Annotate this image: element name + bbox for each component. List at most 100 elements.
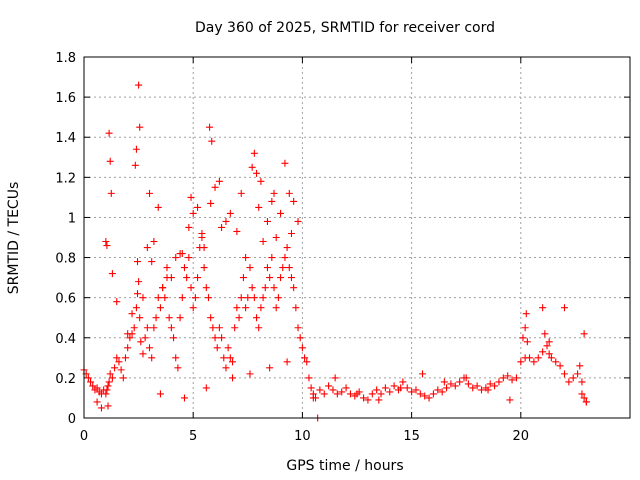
data-point (141, 334, 149, 342)
data-point (443, 384, 451, 392)
data-point (266, 274, 274, 282)
data-point (204, 294, 212, 302)
data-point (303, 358, 311, 366)
data-point (301, 354, 309, 362)
data-point (226, 209, 234, 217)
data-point (270, 284, 278, 292)
data-point (202, 284, 210, 292)
data-point (285, 264, 293, 272)
data-point (253, 314, 261, 322)
data-point (539, 348, 547, 356)
data-point (135, 278, 143, 286)
data-point (272, 304, 280, 312)
data-point (268, 254, 276, 262)
plot-frame (83, 56, 631, 419)
data-point (161, 294, 169, 302)
data-point (290, 284, 298, 292)
data-point (491, 382, 499, 390)
data-point (298, 344, 306, 352)
data-point (180, 264, 188, 272)
data-point (250, 149, 258, 157)
data-point (174, 364, 182, 372)
data-point (126, 334, 134, 342)
y-tick-label: 0 (68, 412, 76, 427)
data-point (399, 378, 407, 386)
data-point (576, 362, 584, 370)
data-point (259, 294, 267, 302)
data-point (421, 392, 429, 400)
data-point (386, 388, 394, 396)
data-point (167, 324, 175, 332)
data-point (156, 390, 164, 398)
data-point (211, 334, 219, 342)
data-point (346, 390, 354, 398)
data-point (440, 378, 448, 386)
data-point (377, 390, 385, 398)
data-point (102, 390, 110, 398)
data-point (508, 376, 516, 384)
data-point (185, 223, 193, 231)
data-point (134, 290, 142, 298)
data-point (277, 209, 285, 217)
data-point (248, 284, 256, 292)
data-point (545, 338, 553, 346)
data-point (294, 324, 302, 332)
data-point (464, 380, 472, 388)
data-point (277, 274, 285, 282)
data-point (287, 229, 295, 237)
data-point (185, 254, 193, 262)
data-point (237, 189, 245, 197)
data-point (261, 284, 269, 292)
data-point (111, 364, 119, 372)
data-point (102, 238, 110, 246)
data-point (521, 324, 529, 332)
data-point (136, 314, 144, 322)
data-point (148, 354, 156, 362)
data-point (218, 223, 226, 231)
data-point (180, 394, 188, 402)
data-point (209, 324, 217, 332)
data-point (104, 382, 112, 390)
data-point (244, 294, 252, 302)
data-point (143, 324, 151, 332)
data-point (135, 81, 143, 89)
data-point (331, 374, 339, 382)
data-point (103, 242, 111, 250)
x-tick-label: 5 (189, 429, 197, 444)
data-point (84, 374, 92, 382)
data-point (97, 404, 105, 412)
data-point (368, 390, 376, 398)
data-point (360, 394, 368, 402)
data-point (268, 197, 276, 205)
data-point (224, 344, 232, 352)
data-point (93, 398, 101, 406)
data-point (556, 362, 564, 370)
data-point (148, 258, 156, 266)
data-point (565, 378, 573, 386)
data-point (146, 344, 154, 352)
data-point (255, 324, 263, 332)
data-point (198, 229, 206, 237)
data-point (250, 294, 258, 302)
data-point (187, 193, 195, 201)
data-point (484, 386, 492, 394)
y-tick-label: 0.6 (55, 292, 76, 307)
data-point (438, 388, 446, 396)
data-point (106, 370, 114, 378)
data-point (130, 324, 138, 332)
data-point (202, 384, 210, 392)
data-point (156, 304, 164, 312)
data-point (578, 378, 586, 386)
data-point (163, 264, 171, 272)
data-point (521, 354, 529, 362)
data-point (139, 350, 147, 358)
data-point (425, 394, 433, 402)
data-point (266, 364, 274, 372)
data-point (218, 334, 226, 342)
data-point (253, 169, 261, 177)
data-point (154, 203, 162, 211)
x-tick-label: 10 (294, 429, 311, 444)
data-point (451, 382, 459, 390)
data-point (106, 157, 114, 165)
